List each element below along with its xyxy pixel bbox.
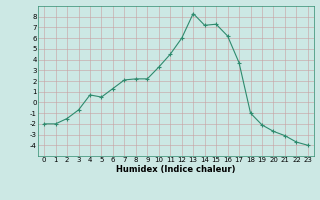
- X-axis label: Humidex (Indice chaleur): Humidex (Indice chaleur): [116, 165, 236, 174]
